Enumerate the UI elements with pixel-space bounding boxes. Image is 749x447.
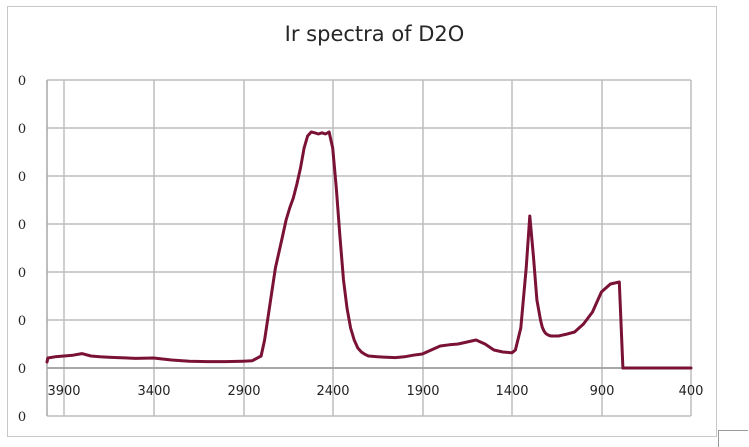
- x-tick-label: 3900: [47, 384, 80, 399]
- y-axis-tick-labels: 0 0 0 0 0 0 0 0: [18, 74, 26, 425]
- x-tick-label: 1400: [495, 384, 528, 399]
- chart-frame: [7, 6, 717, 437]
- x-tick-label: 2400: [316, 384, 349, 399]
- y-tick-label: 0: [18, 314, 26, 329]
- y-tick-label: 0: [18, 410, 26, 425]
- x-tick-label: 1900: [406, 384, 439, 399]
- x-tick-label: 400: [679, 384, 704, 399]
- x-axis-tick-labels: 3900 3400 2900 2400 1900 1400 900 400: [47, 384, 703, 399]
- x-tick-label: 3400: [137, 384, 170, 399]
- resize-handle[interactable]: [718, 430, 748, 447]
- y-tick-label: 0: [18, 74, 26, 89]
- y-tick-label: 0: [18, 122, 26, 137]
- chart-title: Ir spectra of D2O: [284, 22, 465, 46]
- y-tick-label: 0: [18, 218, 26, 233]
- x-tick-label: 2900: [227, 384, 260, 399]
- y-tick-label: 0: [18, 170, 26, 185]
- y-tick-label: 0: [18, 266, 26, 281]
- y-tick-label: 0: [18, 362, 26, 377]
- spectrum-line: [45, 130, 693, 370]
- x-tick-label: 900: [590, 384, 615, 399]
- gridlines: [46, 79, 692, 417]
